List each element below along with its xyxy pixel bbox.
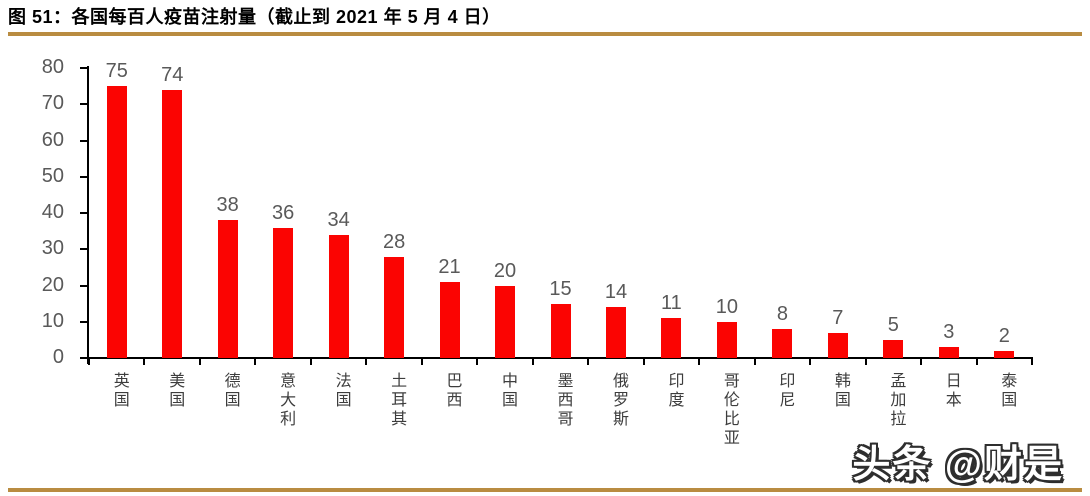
bar bbox=[661, 318, 682, 358]
y-tick-label: 0 bbox=[52, 346, 64, 368]
bar bbox=[883, 339, 904, 358]
x-axis-tick bbox=[309, 359, 312, 365]
x-category-label: 墨西哥 bbox=[554, 372, 572, 429]
bar bbox=[106, 86, 127, 358]
bar bbox=[550, 303, 571, 358]
y-axis-tick bbox=[80, 175, 87, 178]
chart-title: 图 51：各国每百人疫苗注射量（截止到 2021 年 5 月 4 日） bbox=[8, 7, 501, 27]
bottom-rule bbox=[8, 488, 1082, 492]
bar-value-label: 28 bbox=[382, 230, 406, 253]
y-axis-tick bbox=[80, 67, 87, 69]
bar bbox=[384, 256, 405, 358]
y-axis-tick bbox=[80, 248, 87, 251]
x-category-label: 孟加拉 bbox=[887, 372, 905, 429]
bar-value-label: 11 bbox=[661, 292, 682, 315]
bar-value-label: 36 bbox=[272, 201, 295, 224]
x-category-label: 中国 bbox=[499, 372, 517, 410]
y-axis-tick bbox=[80, 320, 87, 323]
x-axis-tick bbox=[753, 359, 756, 365]
x-axis-tick bbox=[420, 359, 423, 365]
bar-value-label: 75 bbox=[105, 60, 128, 83]
y-axis-tick bbox=[80, 139, 87, 142]
x-axis-tick bbox=[642, 359, 645, 365]
bar bbox=[605, 307, 626, 358]
x-axis-tick bbox=[198, 359, 201, 365]
bar-value-label: 21 bbox=[438, 255, 461, 278]
x-category-label: 德国 bbox=[221, 372, 239, 410]
x-axis-tick bbox=[975, 359, 978, 365]
x-category-label: 俄罗斯 bbox=[609, 372, 627, 429]
bar bbox=[273, 227, 294, 358]
x-category-label: 土耳其 bbox=[388, 372, 406, 429]
bar-value-label: 3 bbox=[943, 321, 955, 344]
bar-value-label: 15 bbox=[549, 277, 572, 300]
bar bbox=[328, 234, 349, 358]
y-axis-tick bbox=[80, 357, 87, 359]
watermark-text: 头条 @财是 bbox=[852, 444, 1064, 486]
x-category-label: 印度 bbox=[665, 372, 683, 410]
x-axis-tick bbox=[1031, 359, 1033, 365]
x-axis-tick bbox=[254, 359, 257, 365]
x-axis-tick bbox=[531, 359, 534, 365]
x-axis-tick bbox=[587, 359, 590, 365]
y-tick-label: 60 bbox=[41, 128, 64, 151]
x-axis-tick bbox=[809, 359, 812, 365]
y-tick-label: 20 bbox=[41, 273, 64, 296]
y-axis-tick bbox=[80, 103, 87, 106]
y-tick-label: 70 bbox=[41, 92, 64, 115]
x-axis-tick bbox=[864, 359, 867, 365]
bar bbox=[495, 285, 516, 358]
bar-value-label: 10 bbox=[715, 295, 739, 318]
x-category-label: 英国 bbox=[110, 372, 128, 410]
bar bbox=[827, 332, 848, 358]
bar-value-label: 20 bbox=[493, 259, 517, 282]
x-category-label: 法国 bbox=[332, 372, 350, 410]
bar bbox=[772, 329, 793, 358]
bar-value-label: 34 bbox=[327, 208, 350, 231]
x-category-label: 日本 bbox=[942, 372, 960, 410]
y-tick-label: 10 bbox=[41, 309, 64, 332]
bar-value-label: 38 bbox=[216, 194, 239, 217]
bar bbox=[938, 347, 959, 358]
bar bbox=[162, 89, 183, 358]
x-axis-tick bbox=[698, 359, 701, 365]
y-axis-tick bbox=[80, 284, 87, 287]
x-axis-tick bbox=[143, 359, 146, 365]
title-underline bbox=[8, 32, 1082, 36]
x-category-label: 韩国 bbox=[831, 372, 849, 410]
x-category-label: 巴西 bbox=[443, 372, 461, 410]
bar-value-label: 2 bbox=[998, 324, 1010, 347]
bar-value-label: 74 bbox=[161, 63, 184, 86]
x-axis-line bbox=[87, 357, 1033, 359]
y-axis-line bbox=[87, 66, 89, 364]
x-axis-tick bbox=[365, 359, 368, 365]
bar-value-label: 14 bbox=[604, 281, 628, 304]
y-tick-label: 40 bbox=[41, 201, 64, 223]
bar-value-label: 7 bbox=[832, 306, 844, 329]
x-axis-tick bbox=[88, 359, 90, 365]
bar bbox=[217, 220, 238, 358]
bar-value-label: 8 bbox=[776, 303, 788, 325]
y-axis-tick bbox=[80, 212, 87, 214]
x-category-label: 哥伦比亚 bbox=[720, 372, 738, 448]
y-tick-label: 80 bbox=[41, 56, 64, 78]
y-tick-label: 30 bbox=[41, 237, 64, 260]
bar bbox=[716, 321, 737, 358]
bar bbox=[439, 281, 460, 358]
x-category-label: 美国 bbox=[166, 372, 184, 410]
bar-value-label: 5 bbox=[887, 313, 899, 336]
x-category-label: 印尼 bbox=[776, 372, 794, 410]
x-category-label: 意大利 bbox=[277, 372, 295, 429]
y-tick-label: 50 bbox=[41, 164, 64, 187]
x-category-label: 泰国 bbox=[998, 372, 1016, 410]
x-axis-tick bbox=[920, 359, 923, 365]
x-axis-tick bbox=[476, 359, 479, 365]
bar bbox=[994, 350, 1015, 358]
